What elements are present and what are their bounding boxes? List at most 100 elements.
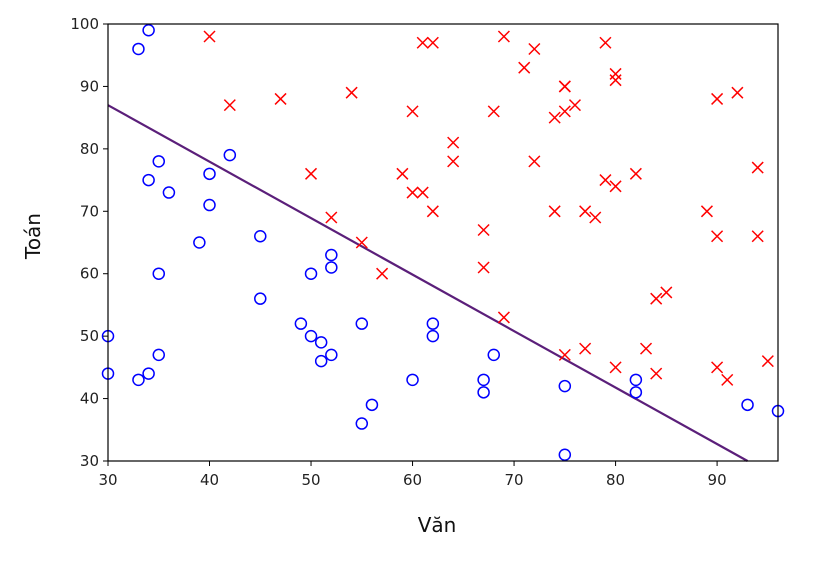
cross-point bbox=[660, 286, 673, 299]
cross-point bbox=[223, 99, 236, 112]
cross-point bbox=[558, 105, 571, 118]
circle-point bbox=[203, 167, 216, 181]
circle-point bbox=[629, 386, 643, 399]
circle-point bbox=[142, 367, 155, 380]
y-tick-label: 70 bbox=[80, 202, 99, 220]
circle-point bbox=[132, 42, 145, 56]
cross-point bbox=[609, 74, 622, 87]
circle-point bbox=[152, 267, 166, 280]
circle-point bbox=[325, 261, 338, 274]
cross-point bbox=[579, 342, 592, 355]
circle-point bbox=[325, 248, 338, 262]
cross-point bbox=[487, 105, 500, 118]
cross-point bbox=[599, 174, 612, 187]
circle-point bbox=[304, 267, 318, 280]
cross-point bbox=[325, 211, 338, 224]
cross-point bbox=[528, 155, 541, 168]
cross-point bbox=[731, 86, 744, 99]
cross-point bbox=[447, 155, 460, 168]
cross-point bbox=[447, 136, 460, 149]
ticks-layer: 30 40 50 60 70 80 90 30 40 50 60 70 80 90 100 bbox=[70, 15, 726, 489]
cross-point bbox=[579, 205, 592, 218]
x-tick-label: 30 bbox=[98, 471, 117, 489]
x-tick-label: 90 bbox=[708, 471, 727, 489]
cross-point bbox=[751, 161, 764, 174]
circle-point bbox=[426, 329, 440, 343]
cross-point bbox=[203, 30, 216, 43]
cross-point bbox=[497, 30, 510, 43]
decision-boundary-line bbox=[107, 104, 749, 462]
circle-point bbox=[203, 198, 216, 212]
x-tick-label: 70 bbox=[505, 471, 524, 489]
circle-point bbox=[132, 373, 145, 387]
circle-point bbox=[152, 155, 166, 168]
cross-point bbox=[416, 186, 429, 199]
circle-point bbox=[294, 317, 308, 330]
circle-point bbox=[314, 336, 328, 349]
cross-point bbox=[548, 205, 561, 218]
cross-point bbox=[376, 267, 389, 280]
cross-point bbox=[558, 348, 571, 361]
cross-point bbox=[589, 211, 602, 224]
cross-point bbox=[497, 311, 510, 324]
cross-point bbox=[406, 105, 419, 118]
circle-point bbox=[254, 230, 267, 243]
cross-point bbox=[304, 167, 318, 180]
y-tick-label: 30 bbox=[80, 452, 99, 470]
decision-boundary-layer bbox=[107, 104, 749, 462]
cross-point bbox=[700, 205, 713, 218]
cross-point bbox=[711, 361, 724, 374]
cross-point bbox=[609, 180, 622, 193]
circle-point bbox=[426, 317, 440, 330]
circle-point bbox=[162, 186, 176, 199]
cross-point bbox=[528, 42, 541, 56]
cross-point bbox=[609, 67, 622, 80]
circle-point bbox=[304, 329, 318, 343]
circle-point bbox=[223, 148, 237, 162]
circle-point bbox=[477, 373, 490, 387]
y-tick-label: 90 bbox=[80, 77, 99, 95]
circle-point bbox=[629, 373, 643, 387]
x-tick-label: 50 bbox=[301, 471, 320, 489]
cross-point bbox=[345, 86, 358, 99]
y-tick-label: 100 bbox=[70, 15, 99, 33]
cross-point bbox=[355, 236, 368, 249]
y-axis-label: Toán bbox=[21, 213, 45, 260]
x-tick-label: 80 bbox=[606, 471, 625, 489]
x-tick-label: 40 bbox=[200, 471, 219, 489]
circle-point bbox=[152, 348, 166, 362]
circle-point bbox=[193, 236, 206, 249]
cross-point bbox=[406, 186, 419, 199]
cross-point bbox=[426, 36, 439, 49]
circle-point bbox=[487, 348, 501, 362]
cross-point bbox=[416, 36, 429, 49]
y-tick-label: 50 bbox=[80, 327, 99, 345]
x-tick-label: 60 bbox=[403, 471, 422, 489]
cross-point bbox=[599, 36, 612, 49]
plot-frame bbox=[107, 23, 779, 462]
y-tick-label: 60 bbox=[80, 265, 99, 283]
circle-point bbox=[741, 398, 754, 412]
circle-point bbox=[355, 417, 369, 430]
cross-point bbox=[751, 230, 764, 243]
cross-point bbox=[711, 230, 724, 243]
cross-point bbox=[711, 92, 724, 105]
cross-point bbox=[426, 205, 439, 218]
cross-point bbox=[761, 355, 774, 368]
circle-point bbox=[142, 23, 155, 37]
circle-point bbox=[365, 398, 379, 412]
x-axis-label: Văn bbox=[418, 513, 457, 537]
cross-point bbox=[639, 342, 653, 355]
cross-point bbox=[477, 261, 490, 274]
data-points-layer bbox=[101, 23, 785, 462]
circle-point bbox=[325, 348, 338, 362]
cross-point bbox=[548, 111, 561, 124]
cross-point bbox=[568, 99, 582, 112]
cross-point bbox=[518, 61, 531, 74]
circle-point bbox=[355, 317, 369, 330]
cross-point bbox=[558, 80, 571, 93]
cross-point bbox=[650, 367, 663, 380]
cross-point bbox=[477, 223, 490, 237]
circle-point bbox=[314, 354, 328, 368]
